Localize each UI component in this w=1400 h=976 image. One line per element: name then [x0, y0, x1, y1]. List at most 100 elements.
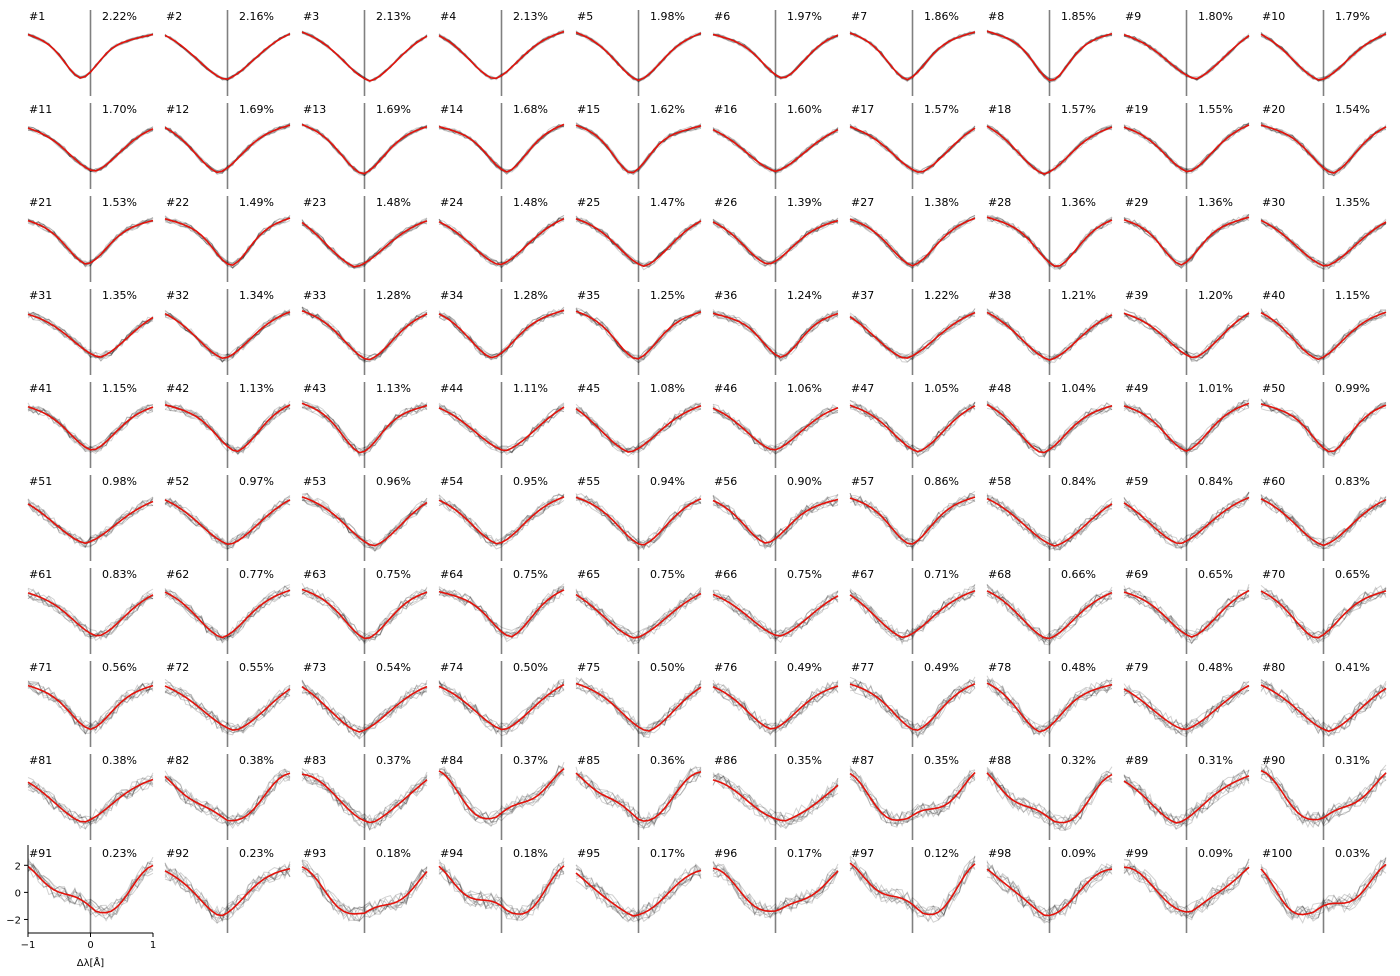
mean-profile — [1260, 769, 1387, 821]
member-profile — [27, 864, 154, 921]
panel-percent-label: 1.49% — [239, 196, 274, 209]
member-profile — [1123, 399, 1250, 453]
member-profile — [1123, 863, 1250, 920]
mean-profile — [575, 31, 702, 82]
mean-profile — [575, 217, 702, 268]
member-profile — [1123, 858, 1250, 921]
panel-78: #78 0.48% — [986, 661, 1113, 747]
panel-percent-label: 0.84% — [1198, 475, 1233, 488]
panel-3: #3 2.13% — [301, 10, 428, 96]
member-profile — [849, 403, 976, 453]
member-profile — [986, 494, 1113, 550]
mean-profile — [1260, 498, 1387, 547]
member-profile — [986, 311, 1113, 360]
member-profile — [1260, 681, 1387, 736]
member-profile — [301, 30, 428, 82]
member-profile — [301, 583, 428, 642]
panel-id-label: #49 — [1125, 382, 1148, 395]
panel-percent-label: 1.35% — [1335, 196, 1370, 209]
panel-id-label: #65 — [577, 568, 600, 581]
member-profile — [27, 127, 154, 172]
panel-47: #47 1.05% — [849, 382, 976, 468]
member-profile — [164, 867, 291, 919]
member-profile — [1123, 309, 1250, 362]
panel-percent-label: 0.83% — [102, 568, 137, 581]
panel-id-label: #41 — [29, 382, 52, 395]
member-profile — [27, 129, 154, 174]
member-profile — [575, 217, 702, 267]
mean-profile — [712, 779, 839, 822]
mean-profile — [438, 589, 565, 638]
panel-56: #56 0.90% — [712, 475, 839, 561]
member-profile — [1260, 766, 1387, 823]
panel-percent-label: 1.28% — [376, 289, 411, 302]
member-profile — [438, 31, 565, 81]
member-profile — [1123, 124, 1250, 173]
member-profile — [849, 588, 976, 643]
member-profile — [986, 861, 1113, 924]
panel-24: #24 1.48% — [438, 196, 565, 282]
member-profile — [301, 680, 428, 738]
mean-profile — [301, 773, 428, 824]
member-profile — [575, 307, 702, 364]
panel-id-label: #4 — [440, 10, 456, 23]
member-profile — [438, 859, 565, 917]
mean-profile — [164, 772, 291, 822]
member-profile — [849, 860, 976, 916]
panel-id-label: #62 — [166, 568, 189, 581]
member-profile — [438, 402, 565, 450]
member-profile — [1123, 214, 1250, 269]
member-profile — [1123, 496, 1250, 547]
member-profile — [438, 863, 565, 920]
member-profile — [575, 308, 702, 358]
panel-percent-label: 1.24% — [787, 289, 822, 302]
member-profile — [301, 771, 428, 828]
panel-id-label: #77 — [851, 661, 874, 674]
panel-20: #20 1.54% — [1260, 103, 1387, 189]
member-profile — [1260, 402, 1387, 456]
member-profile — [1260, 122, 1387, 176]
member-profile — [27, 406, 154, 451]
member-profile — [1260, 32, 1387, 82]
member-profile — [1123, 121, 1250, 172]
panel-percent-label: 1.79% — [1335, 10, 1370, 23]
member-profile — [27, 588, 154, 641]
panel-62: #62 0.77% — [164, 568, 291, 654]
panel-percent-label: 2.13% — [376, 10, 411, 23]
mean-profile — [575, 124, 702, 174]
member-profile — [438, 588, 565, 632]
member-profile — [1260, 588, 1387, 641]
panel-17: #17 1.57% — [849, 103, 976, 189]
member-profile — [849, 765, 976, 827]
member-profile — [27, 774, 154, 831]
member-profile — [849, 860, 976, 923]
panel-82: #82 0.38% — [164, 754, 291, 840]
member-profile — [1123, 496, 1250, 549]
member-profile — [27, 500, 154, 549]
panel-percent-label: 0.56% — [102, 661, 137, 674]
member-profile — [1260, 310, 1387, 359]
member-profile — [1123, 680, 1250, 735]
panel-21: #21 1.53% — [27, 196, 154, 282]
member-profile — [986, 214, 1113, 270]
mean-profile — [438, 309, 565, 359]
panel-percent-label: 1.57% — [924, 103, 959, 116]
member-profile — [301, 122, 428, 177]
member-profile — [986, 495, 1113, 551]
panel-percent-label: 1.36% — [1198, 196, 1233, 209]
panel-35: #35 1.25% — [575, 289, 702, 375]
member-profile — [1123, 685, 1250, 738]
member-profile — [438, 684, 565, 729]
member-profile — [986, 769, 1113, 829]
mean-profile — [575, 869, 702, 917]
member-profile — [849, 214, 976, 266]
mean-profile — [1123, 589, 1250, 638]
panel-59: #59 0.84% — [1123, 475, 1250, 561]
mean-profile — [1260, 33, 1387, 81]
panel-percent-label: 0.66% — [1061, 568, 1096, 581]
panel-percent-label: 0.12% — [924, 847, 959, 860]
member-profile — [27, 217, 154, 268]
mean-profile — [712, 498, 839, 544]
panel-id-label: #73 — [303, 661, 326, 674]
panel-57: #57 0.86% — [849, 475, 976, 561]
